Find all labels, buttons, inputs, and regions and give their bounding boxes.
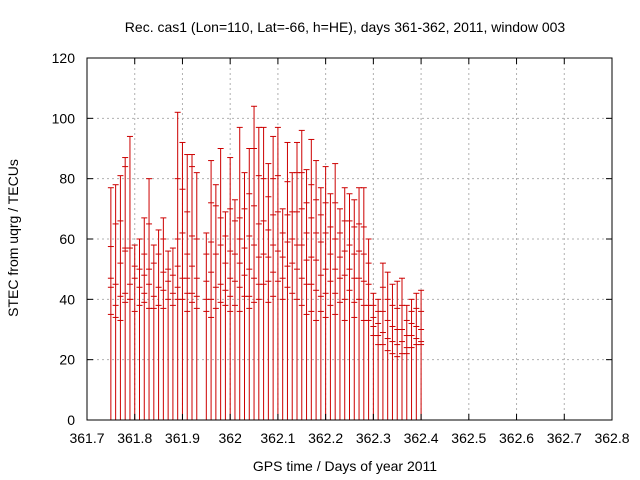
data-point <box>227 157 234 420</box>
data-point <box>203 232 210 420</box>
data-point <box>399 277 405 420</box>
data-point <box>193 172 200 420</box>
data-point <box>174 111 181 420</box>
data-point <box>107 187 114 420</box>
data-point <box>313 160 320 420</box>
data-point <box>346 193 353 420</box>
data-point <box>370 292 377 420</box>
x-tick-label: 361.9 <box>165 430 200 446</box>
data-point <box>317 187 324 420</box>
data-point <box>131 244 138 420</box>
data-point <box>260 126 267 420</box>
data-point <box>150 244 157 420</box>
data-point <box>298 129 305 420</box>
y-tick-label: 40 <box>59 291 75 307</box>
data-point <box>265 163 272 420</box>
data-point <box>222 211 229 420</box>
data-point <box>136 238 143 420</box>
y-tick-label: 80 <box>59 171 75 187</box>
data-point <box>141 217 148 420</box>
data-point <box>351 199 358 420</box>
stec-series <box>107 105 425 420</box>
data-point <box>394 280 401 420</box>
y-tick-label: 0 <box>67 412 75 428</box>
data-point <box>146 178 153 420</box>
data-point <box>184 154 191 420</box>
x-tick-label: 362.7 <box>547 430 582 446</box>
y-tick-label: 120 <box>52 50 76 66</box>
x-tick-label: 362.6 <box>499 430 534 446</box>
data-point <box>379 262 386 420</box>
data-point <box>365 238 372 420</box>
data-point <box>403 304 410 420</box>
data-point <box>246 148 253 420</box>
chart-title: Rec. cas1 (Lon=110, Lat=-66, h=HE), days… <box>125 19 566 35</box>
y-tick-label: 100 <box>52 110 76 126</box>
data-point <box>418 289 425 420</box>
data-point <box>284 141 291 420</box>
x-tick-labels: 361.7 361.8 361.9 362 362.1 362.2 362.3 362.4 36… <box>69 430 629 446</box>
data-point <box>303 169 310 420</box>
data-point <box>155 229 162 420</box>
data-point <box>356 187 363 420</box>
x-tick-label: 362.3 <box>356 430 391 446</box>
data-point <box>408 298 415 420</box>
y-tick-labels: 0 20 40 60 80 100 120 <box>52 50 76 428</box>
data-point <box>251 105 258 420</box>
data-point <box>126 135 133 420</box>
data-point <box>322 166 329 420</box>
x-tick-label: 362.1 <box>260 430 295 446</box>
y-tick-label: 20 <box>59 352 75 368</box>
x-tick-label: 361.8 <box>117 430 152 446</box>
x-tick-label: 362.5 <box>451 430 486 446</box>
x-tick-label: 362.2 <box>308 430 343 446</box>
data-point <box>169 247 176 420</box>
data-point <box>117 175 124 420</box>
data-point <box>189 154 195 420</box>
x-tick-label: 362.4 <box>404 430 439 446</box>
data-point <box>270 135 277 420</box>
data-point <box>375 298 382 420</box>
data-point <box>255 126 262 420</box>
x-tick-label: 362.8 <box>594 430 629 446</box>
x-axis-label: GPS time / Days of year 2011 <box>253 458 437 474</box>
data-point <box>332 163 339 420</box>
data-point <box>274 126 281 420</box>
data-point <box>413 292 420 420</box>
x-tick-label: 361.7 <box>69 430 104 446</box>
axis-ticks <box>86 57 613 421</box>
y-axis-label: STEC from uqrg / TECUs <box>5 159 21 317</box>
data-point <box>165 250 172 420</box>
x-tick-label: 362 <box>219 430 243 446</box>
data-point <box>341 187 348 420</box>
data-point <box>389 283 396 420</box>
data-point <box>208 160 215 420</box>
data-point <box>327 193 334 420</box>
data-point <box>336 208 343 420</box>
data-point <box>294 141 300 420</box>
data-point <box>384 271 391 420</box>
data-point <box>179 141 186 420</box>
data-point <box>217 148 224 420</box>
data-point <box>360 187 367 420</box>
data-point <box>122 157 129 420</box>
data-point <box>279 208 286 420</box>
data-point <box>308 138 315 420</box>
data-point <box>289 172 296 420</box>
y-tick-label: 60 <box>59 231 75 247</box>
data-point <box>112 184 119 420</box>
data-point <box>160 217 167 420</box>
data-point <box>212 184 219 420</box>
data-point <box>236 126 243 420</box>
data-point <box>231 199 238 420</box>
